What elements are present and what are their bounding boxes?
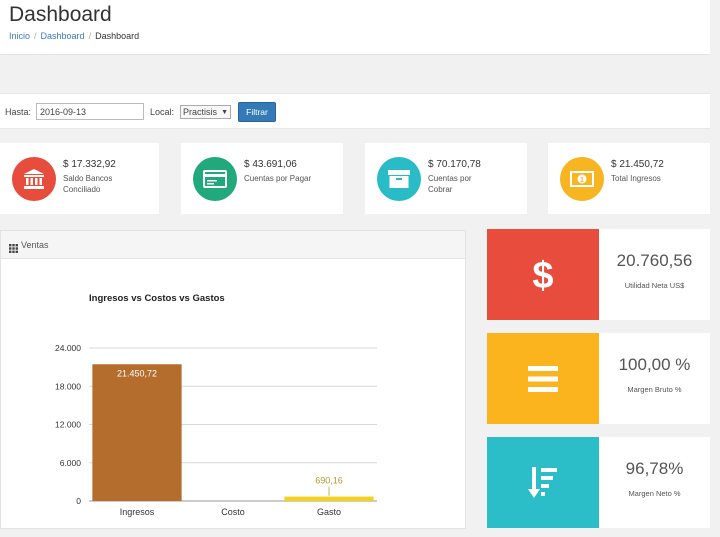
- chart-bar: [284, 496, 374, 501]
- filter-bar: Hasta: Local: Practisis ▼ Filtrar: [0, 93, 710, 129]
- ventas-panel-title: Ventas: [21, 240, 49, 250]
- stat-label: Cuentas por Pagar: [244, 174, 312, 183]
- chart-title: Ingresos vs Costos vs Gastos: [89, 293, 225, 304]
- hasta-label: Hasta:: [5, 107, 32, 117]
- page-title: Dashboard: [9, 3, 112, 26]
- kpi-label: Margen Neto %: [628, 489, 681, 498]
- local-select-value: Practisis: [183, 107, 218, 117]
- chart-bar: [92, 364, 182, 501]
- kpi-label: Utilidad Neta US$: [624, 281, 685, 290]
- grid-icon: [9, 240, 18, 258]
- svg-text:1: 1: [580, 177, 584, 184]
- stat-label: Total Ingresos: [611, 174, 661, 183]
- date-input[interactable]: [36, 103, 144, 120]
- chart-y-tick-label: 24.000: [55, 343, 81, 353]
- chart-x-tick-label: Gasto: [317, 507, 341, 517]
- chevron-down-icon: ▼: [221, 108, 228, 116]
- stat-amount: $ 43.691,06: [244, 159, 297, 170]
- kpi-card-margen-neto: 96,78% Margen Neto %: [487, 437, 710, 528]
- breadcrumb: Inicio / Dashboard / Dashboard: [9, 31, 139, 41]
- stat-label: Cuentas por Cobrar: [428, 174, 472, 194]
- ventas-bar-chart: Ingresos vs Costos vs Gastos 0 6.000 12.00…: [55, 293, 377, 517]
- local-select[interactable]: Practisis ▼: [180, 105, 231, 119]
- breadcrumb-current: Dashboard: [95, 31, 140, 41]
- ventas-panel-header: Ventas: [1, 231, 465, 259]
- breadcrumb-dashboard-link[interactable]: Dashboard: [40, 31, 85, 41]
- kpi-value: 100,00 %: [618, 355, 691, 374]
- chart-y-tick-label: 6.000: [60, 458, 82, 468]
- chart-data-label: 690,16: [315, 476, 343, 486]
- stat-card-total-ingresos: 1 $ 21.450,72 Total Ingresos: [548, 143, 710, 214]
- breadcrumb-separator: /: [88, 31, 92, 41]
- kpi-card-margen-bruto: 100,00 % Margen Bruto %: [487, 333, 710, 424]
- bank-icon: [12, 157, 56, 201]
- stat-amount: $ 17.332,92: [63, 159, 116, 170]
- bars-icon: [487, 333, 599, 424]
- dollar-icon: $: [487, 229, 599, 320]
- filtrar-button[interactable]: Filtrar: [238, 102, 276, 122]
- kpi-label: Margen Bruto %: [627, 385, 682, 394]
- stat-card-saldo-bancos: $ 17.332,92 Saldo Bancos Conciliado: [0, 143, 159, 214]
- ventas-panel: Ventas Ingresos vs Costos vs Gastos 0 6.0…: [0, 230, 466, 529]
- sort-amount-down-icon: [487, 437, 599, 528]
- local-label: Local:: [150, 107, 175, 117]
- stat-card-cuentas-pagar: $ 43.691,06 Cuentas por Pagar: [181, 143, 343, 214]
- stat-amount: $ 70.170,78: [428, 159, 481, 170]
- breadcrumb-separator: /: [34, 31, 37, 41]
- chart-y-tick-label: 18.000: [55, 381, 81, 391]
- svg-text:$: $: [532, 255, 553, 295]
- stat-amount: $ 21.450,72: [611, 159, 664, 170]
- money-bill-icon: 1: [560, 157, 604, 201]
- breadcrumb-inicio-link[interactable]: Inicio: [9, 31, 31, 41]
- chart-x-tick-label: Ingresos: [120, 507, 155, 517]
- kpi-value: 20.760,56: [616, 251, 693, 270]
- stat-card-cuentas-cobrar: $ 70.170,78 Cuentas por Cobrar: [365, 143, 527, 214]
- stat-label: Saldo Bancos Conciliado: [63, 174, 113, 194]
- chart-data-label: 21.450,72: [117, 368, 157, 378]
- chart-x-tick-label: Costo: [221, 507, 245, 517]
- chart-y-tick-label: 0: [76, 496, 81, 506]
- page-header: Dashboard Inicio / Dashboard / Dashboard: [0, 0, 710, 55]
- chart-y-tick-label: 12.000: [55, 420, 81, 430]
- kpi-value: 96,78%: [625, 459, 684, 478]
- archive-box-icon: [377, 157, 421, 201]
- kpi-card-utilidad-neta: $ 20.760,56 Utilidad Neta US$: [487, 229, 710, 320]
- credit-card-icon: [193, 157, 237, 201]
